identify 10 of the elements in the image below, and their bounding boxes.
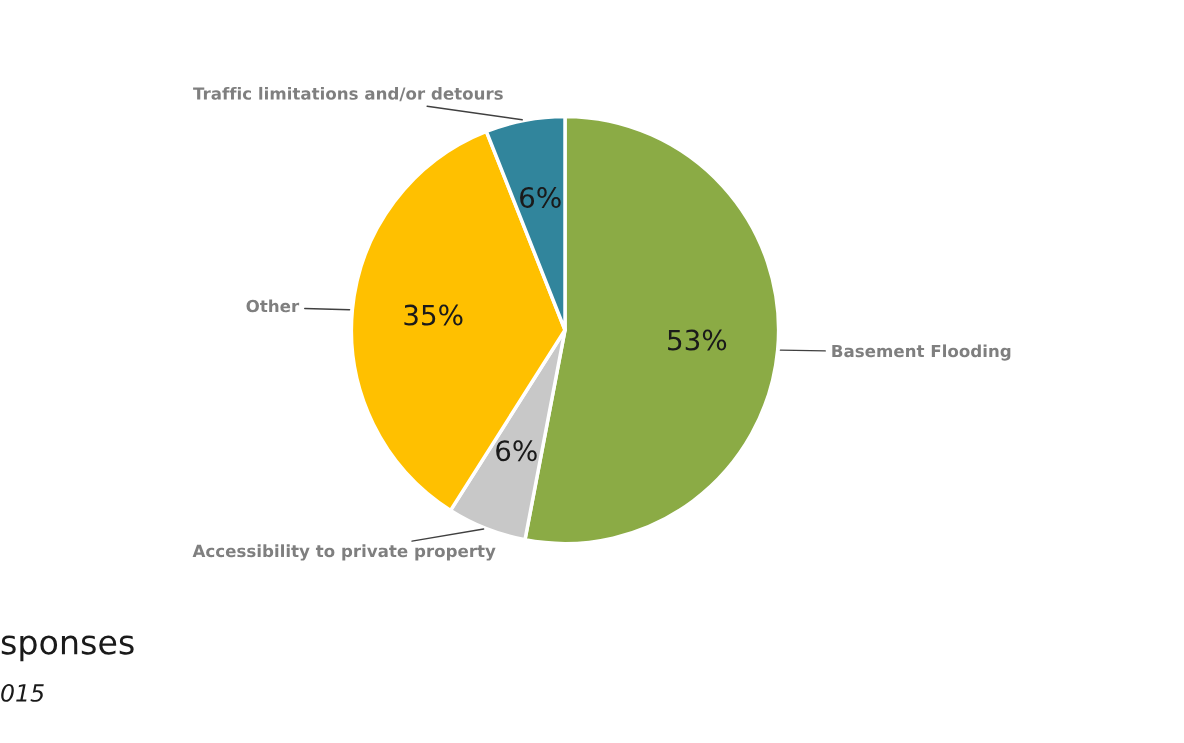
data-label: 35% xyxy=(404,304,463,326)
text: 015 xyxy=(1,683,44,702)
text: sponses xyxy=(1,635,134,662)
slice-label: Traffic limitations and/or detours xyxy=(193,86,503,102)
data-label: 6% xyxy=(520,186,561,208)
slice-label: Basement Flooding xyxy=(832,344,1011,361)
data-label: 6% xyxy=(496,440,537,462)
slice-label: Other xyxy=(246,299,300,313)
data-label: 53% xyxy=(668,329,727,351)
slice-label: Accessibility to private property xyxy=(192,544,496,561)
